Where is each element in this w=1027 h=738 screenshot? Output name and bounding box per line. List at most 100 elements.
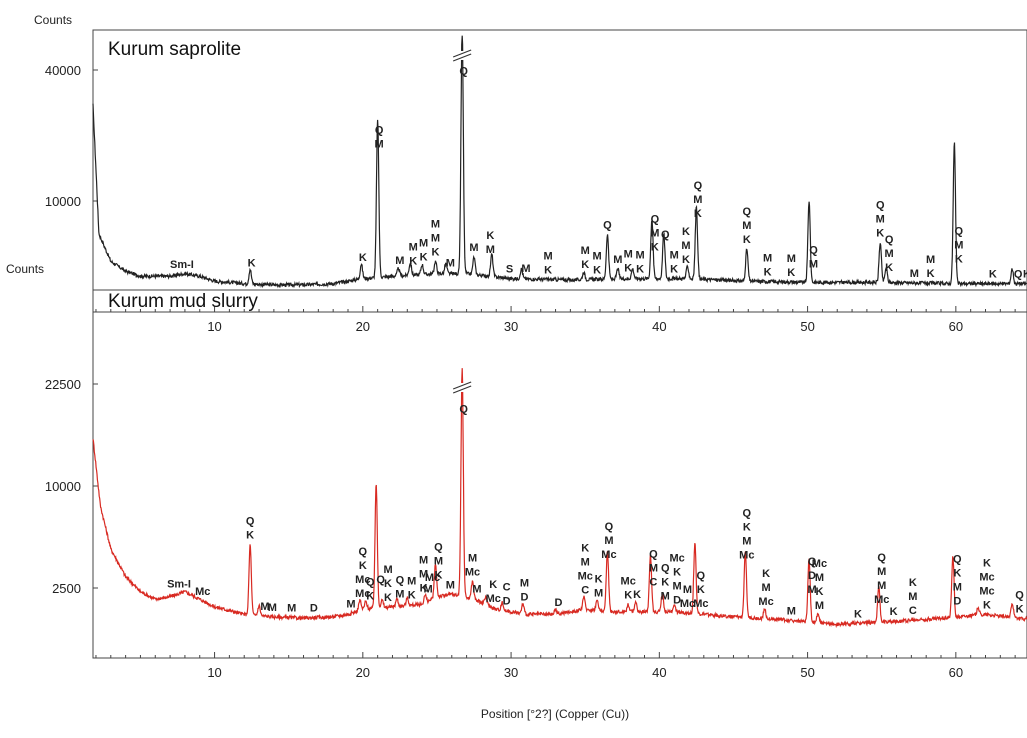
peak-label: D xyxy=(953,595,961,607)
y-axis-label: Counts xyxy=(6,262,44,276)
peak-label: C xyxy=(649,576,657,588)
x-tick-label: 60 xyxy=(949,319,963,334)
peak-label: M xyxy=(761,582,770,594)
peak-label: Mc xyxy=(680,598,695,610)
peak-label: M xyxy=(409,241,418,253)
peak-label: M xyxy=(673,580,682,592)
panel-title: Kurum mud slurry xyxy=(108,291,258,312)
peak-label: D xyxy=(673,594,681,606)
peak-label: M xyxy=(661,590,670,602)
break-gap xyxy=(453,51,472,60)
x-tick-label: 40 xyxy=(652,319,666,334)
peak-label: M xyxy=(815,572,824,584)
x-tick-label: 30 xyxy=(504,665,518,680)
peak-label: Q xyxy=(376,574,385,586)
peak-label: K xyxy=(989,269,997,281)
peak-label: M xyxy=(423,583,432,595)
peak-label: C xyxy=(909,605,917,617)
peak-label: Mc xyxy=(425,572,440,584)
peak-label: M xyxy=(635,250,644,262)
peak-label: Q xyxy=(743,206,752,218)
peak-label: M xyxy=(910,268,919,280)
peak-label: M xyxy=(683,584,692,596)
peak-label: M xyxy=(544,250,553,262)
peak-label: M xyxy=(787,253,796,265)
peak-label: M xyxy=(287,603,296,615)
axis-break-mark xyxy=(452,49,472,62)
x-tick-label: 20 xyxy=(356,319,370,334)
peak-label: M xyxy=(486,244,495,256)
peak-label: Q xyxy=(1015,589,1024,601)
peak-label: Mc xyxy=(874,594,889,606)
peak-label: K xyxy=(359,252,367,264)
peak-label: M xyxy=(877,566,886,578)
peak-label: M xyxy=(876,213,885,225)
peak-label: Q xyxy=(661,229,670,241)
peak-label: K xyxy=(408,589,416,601)
x-tick-label: 10 xyxy=(207,665,221,680)
peak-label: K xyxy=(682,254,690,266)
axis-break-mark xyxy=(452,381,472,394)
peak-label: M xyxy=(742,536,751,548)
peak-label: K xyxy=(983,600,991,612)
peak-label: K xyxy=(248,257,256,269)
peak-label: M xyxy=(604,535,613,547)
peak-label: M xyxy=(594,588,603,600)
peak-label: K xyxy=(694,208,702,220)
x-tick-label: 10 xyxy=(207,319,221,334)
peak-label: M xyxy=(434,555,443,567)
peak-label: M xyxy=(877,580,886,592)
peak-label: M xyxy=(260,601,269,613)
peak-label: M xyxy=(431,218,440,230)
peak-label: K xyxy=(661,576,669,588)
peak-label: M xyxy=(469,242,478,254)
peak-label: K xyxy=(909,577,917,589)
peak-label: Mc xyxy=(355,588,370,600)
peak-label: M xyxy=(346,598,355,610)
peak-label: K xyxy=(624,589,632,601)
x-tick-label: 50 xyxy=(800,319,814,334)
peak-label: K xyxy=(593,264,601,276)
peak-label: Mc xyxy=(195,586,210,598)
break-line xyxy=(452,381,472,390)
peak-label: M xyxy=(953,581,962,593)
y-ticks: 40000 10000 xyxy=(45,63,98,209)
peak-label: Q xyxy=(603,219,612,231)
peak-label: M xyxy=(520,577,529,589)
peak-label: C xyxy=(503,581,511,593)
panel-title: Kurum saprolite xyxy=(108,39,241,60)
peak-label: Mc xyxy=(693,598,708,610)
peak-label: M xyxy=(624,249,633,261)
x-axis-label: Position [°2?] (Copper (Cu)) xyxy=(481,707,629,721)
peak-label: Q xyxy=(459,403,468,415)
series-line xyxy=(92,35,1027,289)
peak-label: M xyxy=(521,263,530,275)
peak-label: K xyxy=(854,608,862,620)
peak-label: Mc xyxy=(669,552,684,564)
peak-label: K xyxy=(384,578,392,590)
peak-label: Sm-I xyxy=(170,259,194,271)
peak-label: K xyxy=(927,268,935,280)
peak-label: K xyxy=(955,254,963,266)
peak-label: M xyxy=(419,555,428,567)
peak-label: Q xyxy=(885,234,894,246)
peak-label: K xyxy=(486,230,494,242)
peak-label: M xyxy=(383,564,392,576)
x-ticks: 10 20 30 40 50 60 xyxy=(95,306,1016,334)
peak-label: Q xyxy=(955,226,964,238)
peak-label: K xyxy=(384,592,392,604)
peak-label: K xyxy=(764,267,772,279)
peak-label: M xyxy=(468,552,477,564)
y-ticks: 22500 10000 2500 xyxy=(45,377,98,596)
x-tick-label: 50 xyxy=(800,665,814,680)
peak-label: K xyxy=(624,263,632,275)
peak-label: Mc xyxy=(465,566,480,578)
peak-label: Q xyxy=(649,548,658,560)
peak-label: K xyxy=(743,522,751,534)
peak-label: D xyxy=(555,597,563,609)
peak-label: Sm-I xyxy=(167,579,191,591)
peak-label: K xyxy=(670,264,678,276)
